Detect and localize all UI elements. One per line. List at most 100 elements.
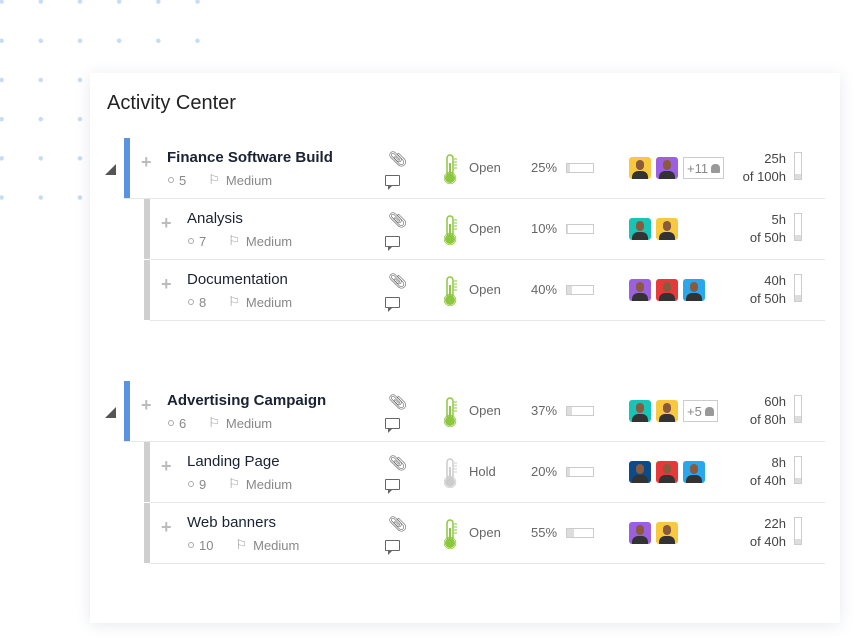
add-subtask-icon[interactable]: + — [141, 152, 152, 172]
row-indicator-bar — [124, 138, 130, 198]
task-name[interactable]: Web banners — [187, 514, 276, 531]
status-label[interactable]: Open — [469, 282, 501, 297]
hours-bar — [794, 274, 802, 302]
thermometer-icon — [443, 154, 458, 189]
add-subtask-icon[interactable]: + — [161, 274, 172, 294]
task-name[interactable]: Analysis — [187, 210, 243, 227]
thermometer-icon — [443, 276, 458, 311]
row-indicator-bar — [144, 260, 150, 320]
id-circle-icon — [188, 299, 194, 305]
task-id: 9 — [199, 476, 207, 492]
task-name[interactable]: Documentation — [187, 271, 288, 288]
group-row[interactable]: + Finance Software Build 5 ⚐ Medium 📎︎ Open 25%… — [90, 138, 840, 199]
progress-percent: 55% — [531, 525, 558, 540]
avatar[interactable] — [629, 157, 651, 179]
task-name[interactable]: Landing Page — [187, 453, 280, 470]
task-row[interactable]: + Documentation 8 ⚐ Medium 📎︎ Open 40% 40h of 50h — [90, 260, 840, 321]
priority: Medium — [225, 415, 273, 431]
hours: 5h of 50h — [750, 211, 786, 247]
attachment-icon[interactable]: 📎︎ — [388, 151, 408, 168]
progress-bar — [566, 285, 594, 295]
add-subtask-icon[interactable]: + — [141, 395, 152, 415]
group-row[interactable]: + Advertising Campaign 6 ⚐ Medium 📎︎ Open 37% +5… — [90, 381, 840, 442]
comment-icon[interactable] — [385, 297, 400, 312]
avatar[interactable] — [656, 157, 678, 179]
priority: Medium — [245, 294, 293, 310]
task-meta: 7 ⚐ Medium — [188, 233, 292, 249]
avatar[interactable] — [656, 461, 678, 483]
avatar[interactable] — [629, 218, 651, 240]
comment-icon[interactable] — [385, 479, 400, 494]
avatar[interactable] — [683, 461, 705, 483]
status-label[interactable]: Open — [469, 221, 501, 236]
flag-icon: ⚐ — [228, 476, 240, 491]
avatar[interactable] — [629, 279, 651, 301]
comment-icon[interactable] — [385, 236, 400, 251]
task-name[interactable]: Advertising Campaign — [167, 392, 327, 409]
task-id: 7 — [199, 233, 207, 249]
attachment-icon[interactable]: 📎︎ — [388, 212, 408, 229]
avatar[interactable] — [656, 522, 678, 544]
attachment-icon[interactable]: 📎︎ — [388, 394, 408, 411]
task-name[interactable]: Finance Software Build — [167, 149, 333, 166]
task-row[interactable]: + Landing Page 9 ⚐ Medium 📎︎ Hold 20% 8h of 40h — [90, 442, 840, 503]
status-label[interactable]: Open — [469, 160, 501, 175]
avatar[interactable] — [629, 461, 651, 483]
hours-bar — [794, 152, 802, 180]
progress-bar — [566, 406, 594, 416]
task-meta: 6 ⚐ Medium — [168, 415, 272, 431]
avatar[interactable] — [656, 279, 678, 301]
hours-total: of 50h — [749, 230, 786, 245]
row-divider — [150, 320, 825, 321]
task-meta: 10 ⚐ Medium — [188, 537, 299, 553]
hours-logged: 8h — [771, 455, 786, 470]
collapse-toggle-icon[interactable] — [105, 407, 116, 418]
add-subtask-icon[interactable]: + — [161, 213, 172, 233]
flag-icon: ⚐ — [235, 537, 248, 552]
status-label[interactable]: Hold — [469, 464, 496, 479]
avatar[interactable] — [629, 400, 651, 422]
progress-percent: 40% — [531, 282, 558, 297]
hours-logged: 22h — [764, 516, 786, 531]
task-id: 8 — [199, 294, 207, 310]
flag-icon: ⚐ — [208, 172, 220, 187]
hours-total: of 50h — [749, 291, 786, 306]
task-row[interactable]: + Web banners 10 ⚐ Medium 📎︎ Open 55% 22h of 40h — [90, 503, 840, 564]
avatar[interactable] — [629, 522, 651, 544]
task-meta: 8 ⚐ Medium — [188, 294, 292, 310]
task-row[interactable]: + Analysis 7 ⚐ Medium 📎︎ Open 10% 5h of 50h — [90, 199, 840, 260]
more-assignees-button[interactable]: +11 — [683, 157, 725, 179]
progress-percent: 10% — [531, 221, 558, 236]
comment-icon[interactable] — [385, 418, 400, 433]
attachment-icon[interactable]: 📎︎ — [388, 273, 408, 290]
page-title: Activity Center — [107, 92, 236, 114]
thermometer-icon — [443, 458, 458, 493]
avatar[interactable] — [656, 400, 678, 422]
flag-icon: ⚐ — [228, 294, 240, 309]
status-label[interactable]: Open — [469, 525, 501, 540]
more-assignees-button[interactable]: +5 — [683, 400, 718, 422]
status-label[interactable]: Open — [469, 403, 501, 418]
progress-bar — [566, 163, 594, 173]
add-subtask-icon[interactable]: + — [161, 456, 172, 476]
comment-icon[interactable] — [385, 175, 400, 190]
hours: 40h of 50h — [750, 272, 786, 308]
hours-bar — [794, 517, 802, 545]
avatar[interactable] — [656, 218, 678, 240]
task-id: 10 — [199, 537, 214, 553]
hours-total: of 80h — [749, 412, 786, 427]
attachment-icon[interactable]: 📎︎ — [388, 516, 408, 533]
hours: 60h of 80h — [750, 393, 786, 429]
collapse-toggle-icon[interactable] — [105, 164, 116, 175]
row-indicator-bar — [124, 381, 130, 441]
priority: Medium — [225, 172, 273, 188]
add-subtask-icon[interactable]: + — [161, 517, 172, 537]
progress-percent: 37% — [531, 403, 558, 418]
progress-bar — [566, 528, 594, 538]
row-divider — [124, 198, 825, 199]
comment-icon[interactable] — [385, 540, 400, 555]
avatar[interactable] — [683, 279, 705, 301]
progress-percent: 20% — [531, 464, 558, 479]
attachment-icon[interactable]: 📎︎ — [388, 455, 408, 472]
hours-bar — [794, 395, 802, 423]
